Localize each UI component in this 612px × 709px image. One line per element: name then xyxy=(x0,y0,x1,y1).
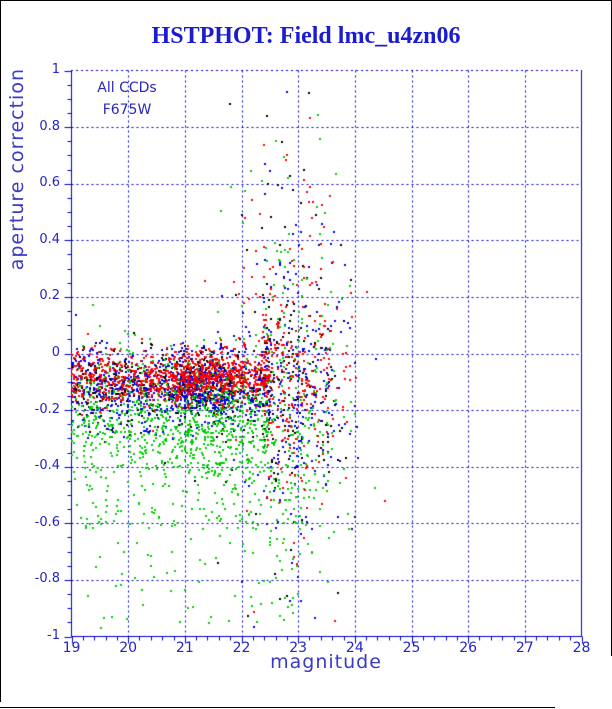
y-tick-label: 0.2 xyxy=(39,288,60,304)
y-tick-label: 0.4 xyxy=(39,231,60,247)
y-tick-label: 0 xyxy=(51,345,60,360)
legend-line-filter: F675W xyxy=(102,102,152,118)
x-axis-title: magnitude xyxy=(270,651,382,673)
legend-line-ccds: All CCDs xyxy=(97,80,157,96)
x-tick-label: 21 xyxy=(175,640,194,656)
y-tick-label: -0.4 xyxy=(34,458,60,474)
y-tick-label: -1 xyxy=(47,628,60,643)
y-tick-label: 0.8 xyxy=(39,118,60,134)
page-title: HSTPHOT: Field lmc_u4zn06 xyxy=(151,23,461,49)
x-tick-label: 25 xyxy=(402,640,421,656)
x-tick-label: 19 xyxy=(62,640,81,656)
x-tick-label: 23 xyxy=(289,640,308,656)
legend: All CCDs F675W xyxy=(86,77,168,121)
x-tick-label: 20 xyxy=(119,640,138,656)
x-tick-label: 24 xyxy=(345,640,364,656)
y-tick-label: 1 xyxy=(51,62,60,77)
x-tick-label: 22 xyxy=(232,640,251,656)
x-tick-label: 28 xyxy=(572,640,591,656)
y-tick-label: -0.2 xyxy=(34,401,60,417)
y-tick-label: -0.8 xyxy=(34,571,60,587)
y-tick-label: 0.6 xyxy=(39,175,60,191)
x-tick-label: 26 xyxy=(459,640,478,656)
x-tick-label: 27 xyxy=(515,640,534,656)
y-tick-label: -0.6 xyxy=(34,514,60,530)
